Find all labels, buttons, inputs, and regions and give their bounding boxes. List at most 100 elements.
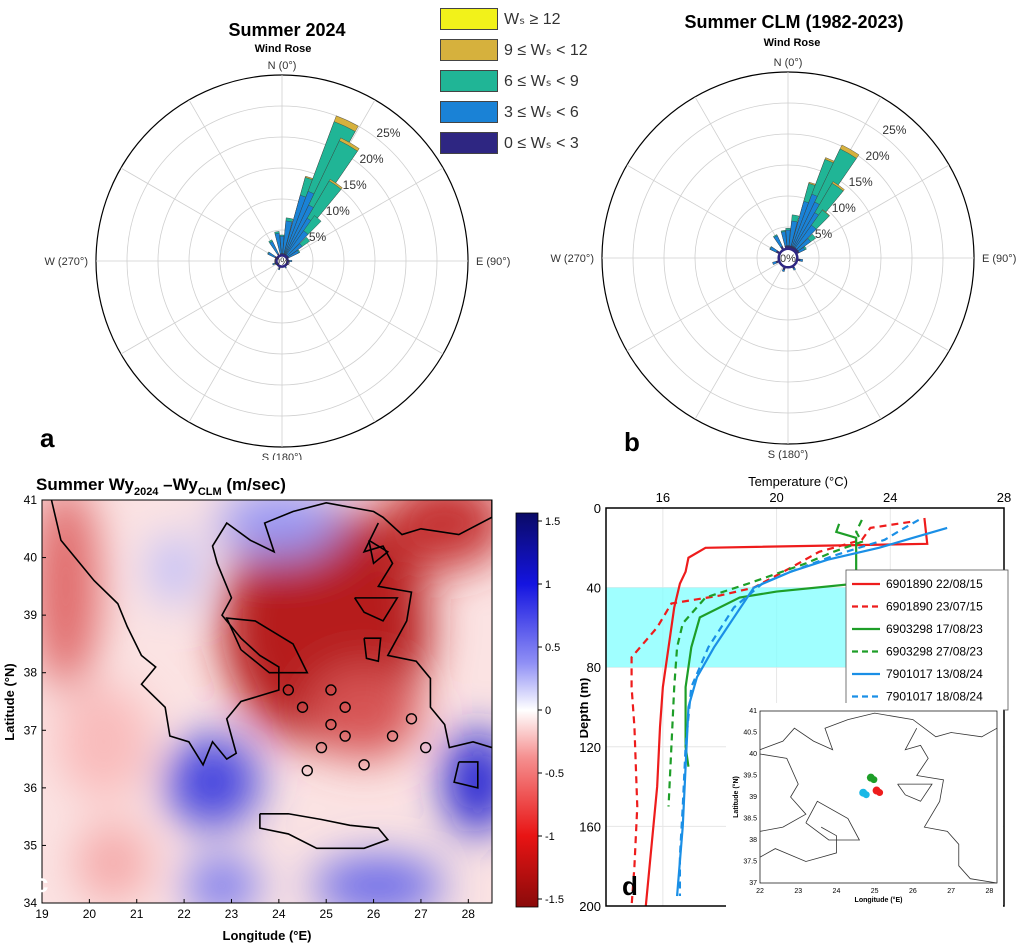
- island: [325, 718, 337, 731]
- rose-a-title: Summer 2024: [228, 20, 345, 40]
- rose-tick-label: 20%: [360, 152, 384, 166]
- rose-center: [275, 254, 289, 268]
- legend-entry: Wₛ ≥ 12: [440, 4, 605, 34]
- profile-legend-label: 7901017 13/08/24: [886, 667, 983, 681]
- colorbar-tick-label: -1: [545, 831, 555, 843]
- coastline: [50, 500, 492, 767]
- island: [419, 741, 432, 754]
- island: [358, 759, 370, 771]
- rose-a-plot: 0% 5% 10% 15% 20% 25% N (0°) E (90°) S (180°) W (…: [44, 60, 510, 460]
- coastline: [225, 617, 309, 674]
- island: [325, 684, 337, 696]
- map-title: Summer Wy2024 –WyCLM (m/sec): [36, 475, 286, 498]
- island: [296, 701, 309, 713]
- profile-legend-label: 6901890 22/08/15: [886, 577, 983, 591]
- island: [301, 764, 313, 777]
- coastline: [363, 637, 382, 663]
- profile-ylabel: Depth (m): [580, 678, 591, 739]
- inset-ylabel: Latitude (°N): [732, 776, 740, 818]
- panel-letter-b: b: [624, 427, 640, 457]
- map-xtick-label: 20: [83, 907, 97, 921]
- inset-ytick-label: 41: [749, 708, 757, 715]
- rose-tick-label: 10%: [832, 201, 856, 215]
- rose-tick-label: 25%: [376, 126, 400, 140]
- map-xtick-label: 26: [367, 907, 381, 921]
- float-marker: [870, 776, 878, 784]
- profile-legend-label: 6901890 23/07/15: [886, 600, 983, 614]
- inset-ytick-label: 40.5: [743, 730, 757, 737]
- field-blob: [150, 534, 199, 604]
- legend-entry: 0 ≤ Wₛ < 3: [440, 128, 605, 158]
- profile-line: [684, 523, 858, 767]
- inset-coastline: [904, 728, 998, 884]
- field-blob: [75, 822, 151, 903]
- rose-b-title: Summer CLM (1982-2023): [684, 12, 903, 32]
- panel-letter-c: c: [34, 868, 48, 898]
- profile-xlabel: Temperature (°C): [748, 474, 848, 489]
- map-ytick-label: 36: [24, 781, 38, 795]
- inset-xtick-label: 25: [871, 888, 879, 895]
- profile-top-tick-label: 16: [656, 490, 670, 505]
- profile-legend-label: 6903298 17/08/23: [886, 622, 983, 636]
- colorbar-tick-label: 0: [545, 705, 551, 717]
- rose-b-subtitle: Wind Rose: [764, 37, 821, 49]
- map-field: [42, 500, 492, 903]
- rose-dir-label: E (90°): [476, 256, 510, 268]
- rose-tick-label: 25%: [882, 123, 906, 137]
- legend-label: 0 ≤ Wₛ < 3: [504, 135, 579, 152]
- island: [339, 730, 351, 742]
- map-ytick-label: 40: [24, 551, 38, 565]
- rose-tick-label: 15%: [849, 175, 873, 189]
- coastline: [453, 761, 479, 789]
- map-xtick-label: 24: [272, 907, 286, 921]
- colorbar-tick-label: 0.5: [545, 642, 560, 654]
- rose-tick-label: 5%: [815, 227, 833, 241]
- island: [405, 713, 418, 725]
- map-ytick-label: 34: [24, 896, 38, 910]
- colorbar-ticks: 1.5 1 0.5 0 -0.5 -1 -1.5: [538, 516, 564, 906]
- field-blob: [307, 666, 421, 760]
- coastline: [353, 597, 399, 622]
- rose-tick-label: 10%: [326, 204, 350, 218]
- coastline: [362, 522, 492, 749]
- inset-ytick-label: 38.5: [743, 816, 757, 823]
- profile-ytick-label: 40: [587, 581, 601, 596]
- inset-ytick-label: 37.5: [743, 859, 757, 866]
- profile-top-tick-label: 20: [769, 490, 783, 505]
- island: [386, 730, 399, 742]
- profile-line: [630, 520, 911, 906]
- inset-ytick-label: 40: [749, 751, 757, 758]
- wind-rose-clm: Summer CLM (1982-2023) Wind Rose 0% 5% 10%…: [550, 12, 1016, 460]
- float-location-inset: 22 23 24 25 26 27 28 37 37.5 38 38.5 39 39.5 40 40.5 41…: [726, 703, 1003, 913]
- map-ylabel: Latitude (°N): [2, 663, 17, 740]
- inset-coastline: [897, 783, 933, 802]
- profile-ytick-label: 80: [587, 660, 601, 675]
- rose-dir-label: S (180°): [768, 449, 808, 460]
- rose-petal: [279, 235, 285, 262]
- profile-ytick-label: 120: [580, 740, 601, 755]
- colorbar-tick-label: 1.5: [545, 516, 560, 528]
- inset-xtick-label: 22: [756, 888, 764, 895]
- profile-top-tick-label: 24: [883, 490, 897, 505]
- wy-anomaly-map: Summer Wy2024 –WyCLM (m/sec) 19 20 21 22 23 2…: [2, 475, 564, 943]
- colorbar-tick-label: -0.5: [545, 768, 564, 780]
- inset-frame: [759, 710, 998, 884]
- legend-entry: 3 ≤ Wₛ < 6: [440, 97, 605, 127]
- profile-ytick-label: 160: [580, 819, 601, 834]
- map-ytick-label: 39: [24, 608, 38, 622]
- inset-xtick-label: 23: [794, 888, 802, 895]
- wind-rose-2024: Summer 2024 Wind Rose 0% 5% 10% 15% 20% 25% N …: [40, 20, 510, 460]
- legend-swatch: [440, 101, 498, 123]
- island: [315, 741, 328, 754]
- legend-swatch: [440, 8, 498, 30]
- island: [339, 701, 351, 713]
- map-coastline: [50, 500, 492, 850]
- profile-legend-label: 6903298 27/08/23: [886, 645, 983, 659]
- rose-dir-label: N (0°): [774, 57, 803, 69]
- rose-dir-label: W (270°): [550, 253, 594, 265]
- map-ytick-label: 37: [24, 723, 38, 737]
- colorbar: [515, 512, 539, 908]
- profile-legend-label: 7901017 18/08/24: [886, 690, 983, 704]
- rose-petal: [281, 230, 309, 262]
- inset-xtick-label: 27: [947, 888, 955, 895]
